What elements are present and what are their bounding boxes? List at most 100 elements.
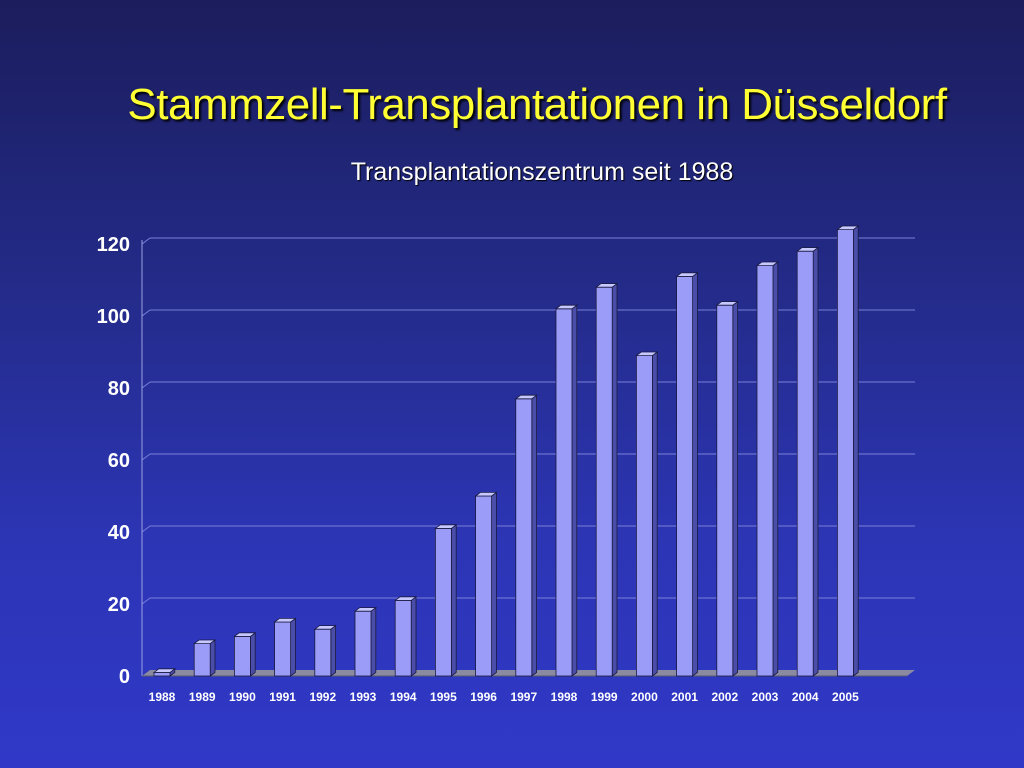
bar (313, 624, 337, 677)
bar-top (554, 304, 578, 310)
bar-front (274, 621, 292, 677)
x-tick-label: 1991 (269, 690, 296, 704)
bar (796, 246, 820, 677)
bar-side (330, 624, 337, 677)
label-layer: 0 20 40 60 80 100 120 1988 1989 1990 1991 1992 1993 1… (97, 234, 859, 704)
x-tick-label: 1997 (510, 690, 537, 704)
x-tick-label: 2004 (792, 690, 819, 704)
bar (635, 351, 659, 677)
y-tick-label: 0 (119, 666, 130, 688)
bar (514, 394, 538, 677)
bar-front (555, 308, 573, 677)
bar-top (233, 632, 257, 637)
bar-side (652, 351, 658, 677)
bar-front (676, 275, 693, 677)
bar-front (595, 286, 613, 677)
x-tick-label: 1999 (591, 690, 618, 704)
bar-side (290, 617, 296, 677)
x-tick-label: 1989 (189, 690, 216, 704)
bar-side (491, 491, 497, 677)
bar-top (273, 618, 297, 623)
bar-side (812, 246, 819, 677)
bar (233, 631, 257, 677)
bar (595, 282, 619, 677)
x-tick-label: 2005 (832, 690, 859, 704)
bar-top (836, 225, 860, 231)
bar-front (515, 398, 533, 677)
y-tick-label: 40 (108, 522, 130, 544)
gridline-diagonal (141, 525, 151, 533)
bar-side (410, 595, 417, 677)
bar (192, 639, 217, 677)
bar (353, 606, 377, 677)
bar-top (313, 625, 337, 630)
bar (836, 225, 860, 677)
bar-side (571, 304, 578, 677)
bar-top (675, 272, 699, 277)
bar-side (611, 282, 618, 677)
y-tick-label: 80 (108, 378, 130, 400)
x-tick-label: 2002 (711, 690, 738, 704)
bar-top (394, 596, 418, 601)
bar (755, 261, 779, 677)
x-tick-label: 1990 (229, 690, 256, 704)
bar (434, 523, 458, 677)
bar (675, 271, 699, 677)
bar-side (370, 606, 377, 677)
bar (394, 595, 418, 677)
bar-front (756, 265, 774, 677)
bar-front (716, 304, 734, 677)
x-tick-label: 2001 (671, 690, 698, 704)
bar (715, 300, 739, 677)
bar-front (153, 672, 171, 677)
bar-front (354, 610, 372, 677)
x-tick-label: 1998 (551, 690, 578, 704)
bar-top (474, 491, 498, 497)
x-tick-label: 2000 (631, 690, 658, 704)
y-tick-label: 100 (97, 306, 130, 328)
bar-top (192, 639, 217, 644)
bar-top (595, 283, 619, 288)
bar-top (514, 394, 538, 400)
bar-top (152, 668, 176, 673)
bar-layer (152, 225, 860, 677)
bar-side (249, 631, 256, 677)
bar-side (732, 300, 738, 677)
bar-front (837, 229, 854, 677)
bar-front (394, 600, 412, 677)
bar-top (715, 301, 739, 306)
bar-front (233, 636, 251, 677)
bar (474, 491, 498, 677)
chart-subtitle: Transplantationszentrum seit 1988 (350, 158, 734, 186)
bar-front (193, 643, 211, 677)
x-tick-label: 1994 (390, 690, 417, 704)
bar-side (772, 261, 779, 677)
y-tick-label: 60 (108, 450, 130, 472)
x-tick-label: 1993 (350, 690, 377, 704)
x-tick-label: 2003 (752, 690, 779, 704)
y-tick-label: 20 (108, 594, 130, 616)
bar-side (209, 639, 216, 677)
gridline-diagonal (141, 237, 151, 245)
bar (554, 304, 578, 677)
bar-front (475, 495, 493, 677)
bar-side (531, 394, 537, 677)
bar-top (635, 351, 659, 357)
chart-title: Stammzell-Transplantationen in Düsseldor… (127, 80, 947, 129)
gridline-diagonal (141, 309, 151, 317)
bar (273, 617, 297, 677)
bar-top (434, 524, 458, 529)
gridline-diagonal (141, 597, 151, 605)
y-tick-label: 120 (97, 234, 130, 256)
bar (152, 667, 176, 677)
bar-front (796, 250, 814, 677)
x-tick-label: 1988 (149, 690, 176, 704)
bar-front (636, 355, 653, 677)
gridline-diagonal (141, 453, 151, 461)
x-tick-label: 1996 (470, 690, 497, 704)
bar-top (796, 247, 820, 252)
gridline-diagonal (141, 381, 151, 389)
bar-front (434, 528, 452, 677)
bar-front (314, 628, 332, 677)
